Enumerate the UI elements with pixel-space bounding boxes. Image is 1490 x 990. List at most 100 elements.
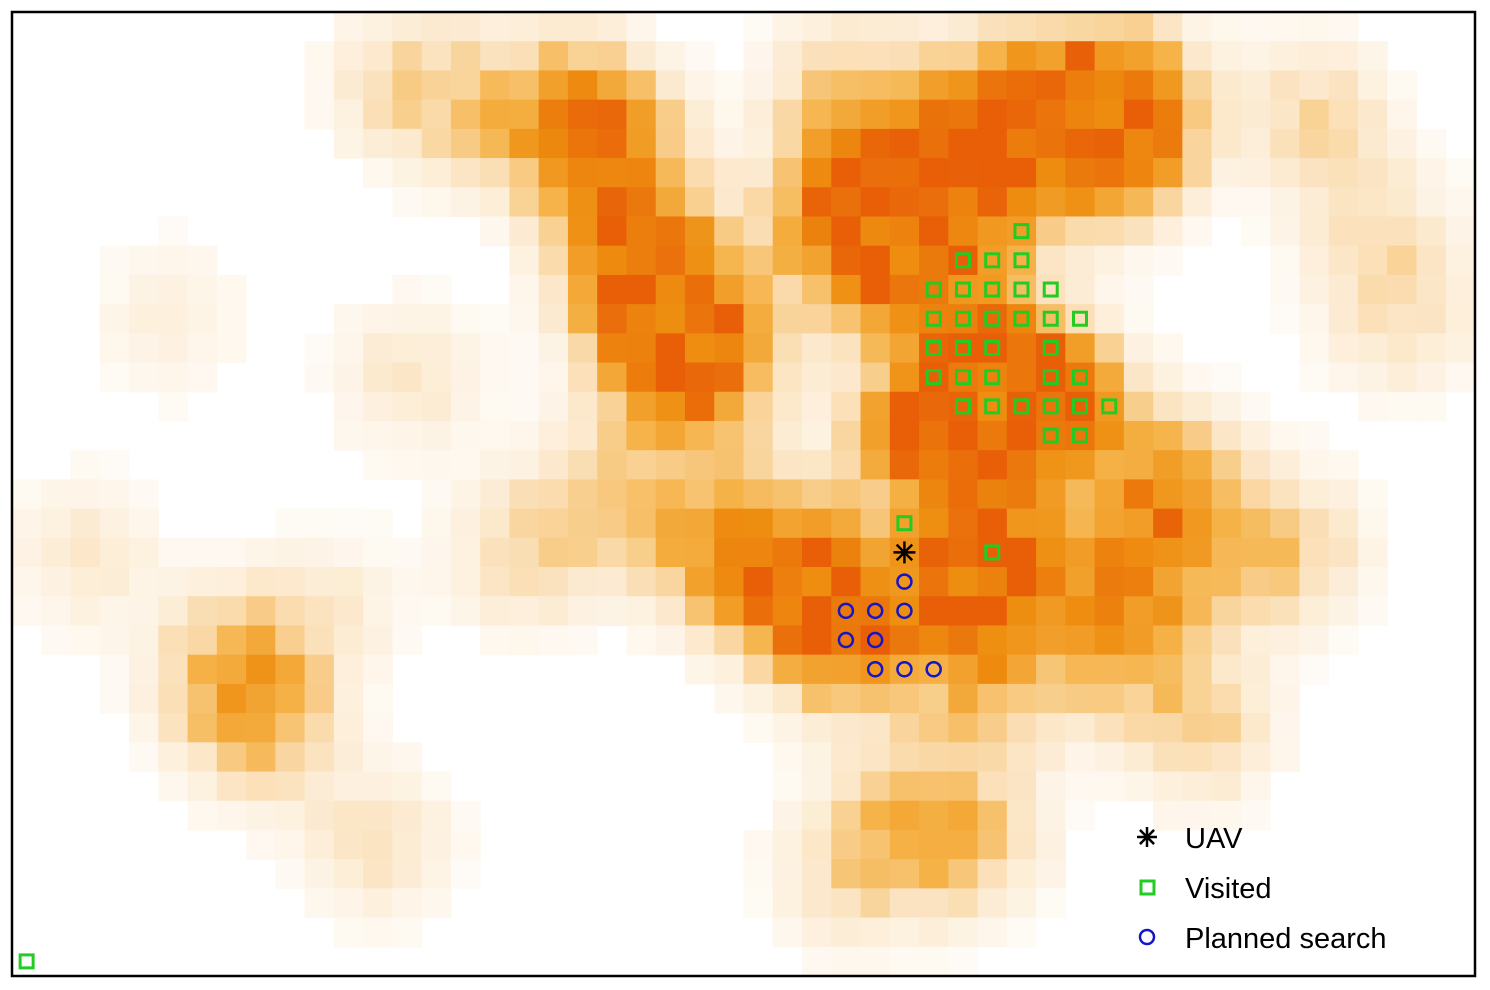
heatmap-cell [919, 625, 949, 656]
heatmap-cell [684, 391, 715, 422]
heatmap-cell [1036, 771, 1066, 802]
heatmap-cell [1123, 304, 1154, 334]
heatmap-cell [684, 216, 715, 247]
heatmap-cell [421, 479, 452, 510]
heatmap-cell [275, 567, 306, 597]
heatmap-cell [889, 829, 920, 860]
heatmap-cell [1211, 567, 1242, 597]
heatmap-cell [509, 333, 540, 364]
heatmap-cell [275, 625, 306, 656]
heatmap-cell [802, 683, 832, 714]
heatmap-cell [187, 742, 218, 773]
heatmap-cell [1094, 683, 1125, 714]
heatmap-cell [538, 450, 569, 480]
heatmap-cell [1299, 625, 1330, 656]
heatmap-cell [1123, 654, 1154, 685]
heatmap-cell [919, 800, 949, 831]
heatmap-cell [626, 12, 657, 42]
heatmap-cell [1387, 187, 1418, 218]
heatmap-cell [1006, 187, 1037, 218]
visited-marker [1013, 398, 1030, 415]
planned-search-marker [866, 661, 884, 678]
heatmap-cell [129, 304, 159, 334]
heatmap-cell [1182, 567, 1213, 597]
heatmap-cell [1328, 12, 1359, 42]
heatmap-cell [1240, 537, 1271, 568]
heatmap-cell [392, 537, 423, 568]
heatmap-cell [743, 625, 774, 656]
heatmap-cell [1182, 683, 1213, 714]
heatmap-cell [948, 625, 979, 656]
visited-marker [954, 369, 971, 386]
heatmap-cell [333, 70, 364, 101]
heatmap-cell [187, 771, 218, 802]
heatmap-cell [1182, 362, 1213, 393]
heatmap-cell [860, 537, 891, 568]
heatmap-cell [1357, 158, 1388, 188]
heatmap-cell [421, 596, 452, 627]
heatmap-cell [684, 596, 715, 627]
heatmap-cell [948, 479, 979, 510]
heatmap-cell [333, 99, 364, 130]
heatmap-cell [1240, 41, 1271, 72]
heatmap-cell [919, 420, 949, 451]
heatmap-cell [275, 742, 306, 773]
heatmap-cell [1299, 420, 1330, 451]
visited-marker [954, 310, 971, 327]
heatmap-cell [977, 12, 1008, 42]
heatmap-cell [802, 829, 832, 860]
heatmap-cell [1006, 508, 1037, 539]
heatmap-cell [567, 625, 598, 656]
heatmap-cell [743, 450, 774, 480]
heatmap-cell [948, 917, 979, 948]
heatmap-cell [802, 537, 832, 568]
heatmap-cell [363, 41, 393, 72]
heatmap-cell [655, 625, 686, 656]
heatmap-cell [1387, 304, 1418, 334]
heatmap-cell [626, 99, 657, 130]
heatmap-cell [1123, 333, 1154, 364]
heatmap-cell [1123, 625, 1154, 656]
heatmap-cell [421, 450, 452, 480]
heatmap-cell [450, 391, 481, 422]
heatmap-cell [1299, 41, 1330, 72]
heatmap-cell [450, 567, 481, 597]
heatmap-cell [1006, 391, 1037, 422]
heatmap-cell [538, 158, 569, 188]
heatmap-cell [860, 41, 891, 72]
heatmap-cell [1299, 158, 1330, 188]
heatmap-cell [1211, 596, 1242, 627]
heatmap-cell [802, 742, 832, 773]
heatmap-cell [1270, 683, 1301, 714]
heatmap-cell [1357, 479, 1388, 510]
heatmap-cell [567, 216, 598, 247]
heatmap-cell [977, 537, 1008, 568]
heatmap-cell [392, 800, 423, 831]
heatmap-cell [187, 800, 218, 831]
heatmap-cell [1240, 625, 1271, 656]
heatmap-cell [275, 596, 306, 627]
heatmap-cell [158, 625, 189, 656]
heatmap-cell [567, 391, 598, 422]
heatmap-cell [626, 567, 657, 597]
heatmap-cell [216, 304, 247, 334]
heatmap-cell [860, 508, 891, 539]
heatmap-cell [889, 567, 920, 597]
heatmap-cell [567, 41, 598, 72]
heatmap-cell [831, 625, 862, 656]
heatmap-cell [567, 567, 598, 597]
heatmap-cell [597, 596, 628, 627]
heatmap-cell [538, 420, 569, 451]
heatmap-cell [1270, 450, 1301, 480]
heatmap-cell [392, 187, 423, 218]
heatmap-cell [743, 654, 774, 685]
heatmap-cell [1270, 41, 1301, 72]
heatmap-cell [1065, 625, 1096, 656]
heatmap-cell [626, 274, 657, 305]
visited-marker [984, 369, 1001, 386]
heatmap-cell [12, 537, 42, 568]
heatmap-cell [1036, 304, 1066, 334]
heatmap-cell [802, 187, 832, 218]
heatmap-cell [919, 12, 949, 42]
heatmap-cell [246, 567, 276, 597]
